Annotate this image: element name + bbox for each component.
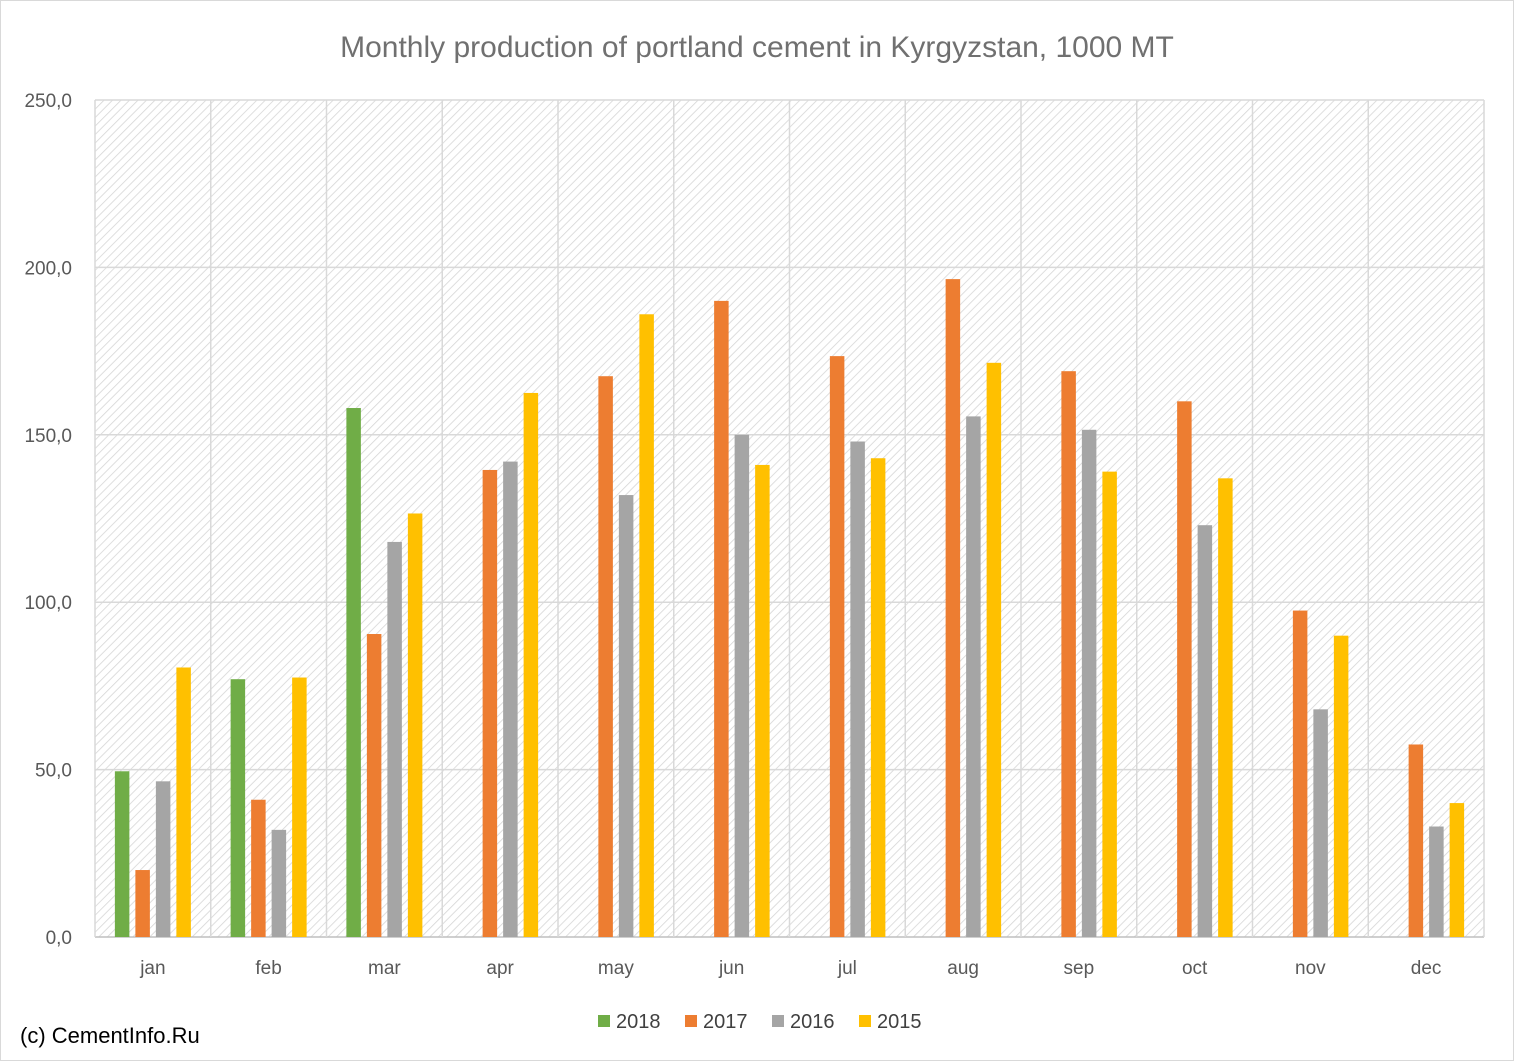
bar-2016-jan xyxy=(155,781,171,937)
y-tick-label: 50,0 xyxy=(35,761,72,782)
legend-swatch-2016 xyxy=(772,1015,784,1027)
bar-2017-feb xyxy=(251,799,266,937)
bar-2018-mar xyxy=(346,408,361,937)
bar-2017-sep xyxy=(1061,371,1076,937)
bar-2017-nov xyxy=(1292,610,1308,937)
bar-2016-apr xyxy=(503,461,518,937)
gridlines xyxy=(94,99,1485,938)
bar-2017-apr xyxy=(482,469,498,937)
y-tick-label: 0,0 xyxy=(46,928,72,949)
x-tick-label: mar xyxy=(368,958,401,979)
bar-2016-dec xyxy=(1429,826,1444,937)
x-tick-label: apr xyxy=(486,958,514,979)
legend: 2018 2017 2016 2015 xyxy=(598,1011,922,1033)
bar-2017-aug xyxy=(945,279,961,937)
x-tick-label: nov xyxy=(1295,958,1326,979)
bar-2015-nov xyxy=(1333,635,1349,937)
bar-2016-oct xyxy=(1197,525,1213,937)
y-tick-label: 150,0 xyxy=(24,426,72,447)
bars xyxy=(114,279,1465,938)
bar-2015-dec xyxy=(1449,803,1465,937)
bar-2015-aug xyxy=(986,362,1002,937)
x-tick-label: oct xyxy=(1182,958,1208,979)
bar-2016-feb xyxy=(271,829,287,937)
legend-swatch-2015 xyxy=(859,1015,871,1027)
bar-2016-sep xyxy=(1081,429,1097,937)
x-axis: jan feb mar apr may jun jul aug sep oct nov dec xyxy=(139,958,1441,979)
legend-label-2018: 2018 xyxy=(616,1011,661,1033)
y-axis: 0,0 50,0 100,0 150,0 200,0 250,0 xyxy=(24,91,72,949)
bar-2017-mar xyxy=(366,634,382,937)
bar-2015-jun xyxy=(755,464,770,937)
bar-2016-aug xyxy=(966,416,981,937)
bar-2016-jun xyxy=(734,434,750,937)
bar-2015-jan xyxy=(176,667,191,937)
y-tick-label: 250,0 xyxy=(24,91,72,112)
legend-label-2017: 2017 xyxy=(703,1011,748,1033)
x-tick-label: sep xyxy=(1064,958,1095,979)
bar-2015-apr xyxy=(523,392,539,937)
bar-2017-oct xyxy=(1177,401,1192,937)
bar-2018-feb xyxy=(230,679,246,937)
legend-swatch-2018 xyxy=(598,1015,610,1027)
bar-2018-jan xyxy=(114,771,130,937)
x-tick-label: dec xyxy=(1411,958,1442,979)
legend-label-2015: 2015 xyxy=(877,1011,922,1033)
bar-2016-may xyxy=(618,495,634,937)
bar-2015-may xyxy=(639,314,654,938)
bar-2016-jul xyxy=(850,441,865,937)
x-tick-label: may xyxy=(598,958,634,979)
bar-2017-jan xyxy=(135,870,150,937)
chart-title: Monthly production of portland cement in… xyxy=(340,31,1174,64)
x-tick-label: aug xyxy=(947,958,979,979)
bar-2016-nov xyxy=(1313,709,1328,937)
x-tick-label: jun xyxy=(718,958,744,979)
x-tick-label: feb xyxy=(255,958,281,979)
bar-2015-feb xyxy=(292,677,307,937)
bar-2017-jul xyxy=(829,356,845,937)
y-tick-label: 100,0 xyxy=(24,593,72,614)
bar-2015-jul xyxy=(870,458,886,937)
bar-2017-dec xyxy=(1408,744,1424,937)
legend-swatch-2017 xyxy=(685,1015,697,1027)
y-tick-label: 200,0 xyxy=(24,258,72,279)
bar-2015-sep xyxy=(1102,471,1117,937)
bar-2016-mar xyxy=(387,541,402,937)
bar-2015-mar xyxy=(407,513,423,937)
bar-2017-jun xyxy=(714,300,729,937)
bar-2015-oct xyxy=(1218,478,1233,937)
credit-text: (c) CementInfo.Ru xyxy=(20,1023,200,1048)
x-tick-label: jan xyxy=(139,958,165,979)
legend-label-2016: 2016 xyxy=(790,1011,835,1033)
x-tick-label: jul xyxy=(837,958,857,979)
bar-2017-may xyxy=(598,376,613,938)
